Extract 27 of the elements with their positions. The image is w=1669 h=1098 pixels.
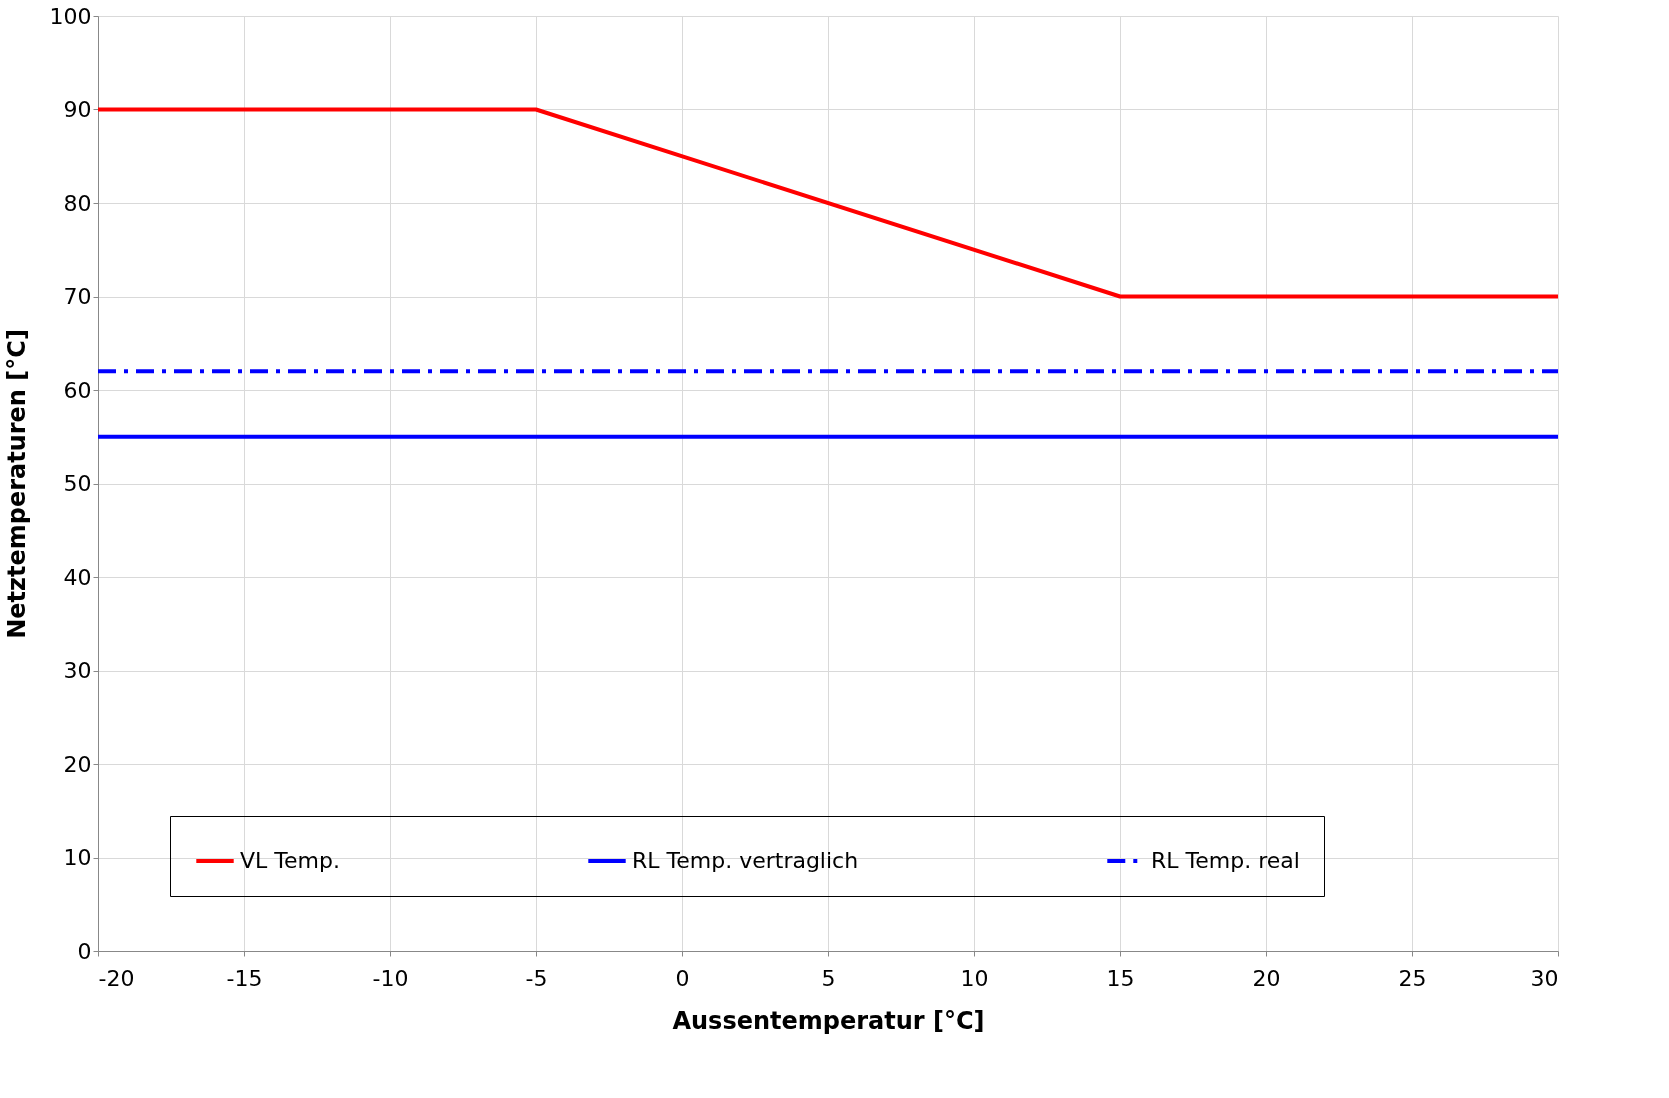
x-tick-label: 15 (1106, 965, 1135, 991)
y-tick-label: 50 (63, 471, 92, 496)
y-tick-label: 70 (63, 284, 92, 309)
x-tick-label: 25 (1398, 965, 1427, 991)
legend-label: VL Temp. (240, 848, 340, 873)
legend-label: RL Temp. vertraglich (632, 848, 859, 873)
legend-label: RL Temp. real (1151, 848, 1300, 873)
y-tick-label: 80 (63, 190, 92, 216)
x-axis-title: Aussentemperatur [°C] (672, 1006, 985, 1035)
y-tick-label: 40 (63, 564, 92, 590)
y-tick-label: 30 (63, 658, 92, 683)
x-tick-label: 0 (675, 965, 690, 991)
x-tick-label: -20 (98, 965, 135, 991)
y-tick-label: 90 (63, 97, 92, 122)
y-tick-label: 60 (63, 377, 92, 403)
y-axis-title: Netztemperaturen [°C] (2, 329, 31, 639)
x-tick-label: 5 (821, 965, 836, 991)
x-tick-label: 30 (1530, 965, 1559, 991)
x-tick-label: 10 (960, 965, 989, 991)
y-tick-label: 100 (49, 3, 92, 29)
y-tick-label: 20 (63, 751, 92, 777)
x-tick-label: -5 (525, 965, 548, 991)
x-tick-label: 20 (1252, 965, 1281, 991)
x-tick-label: -10 (372, 965, 409, 991)
y-tick-label: 0 (77, 938, 92, 964)
x-tick-label: -15 (226, 965, 263, 991)
y-tick-label: 10 (63, 845, 92, 870)
